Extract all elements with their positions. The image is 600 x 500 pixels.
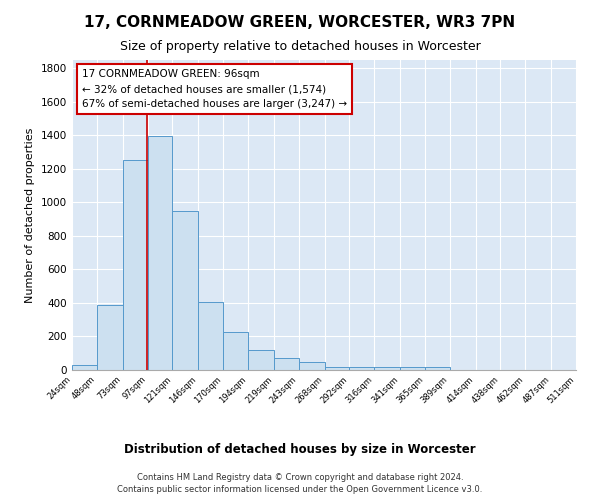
Text: Distribution of detached houses by size in Worcester: Distribution of detached houses by size …: [124, 442, 476, 456]
Bar: [248, 350, 274, 370]
Bar: [349, 368, 374, 370]
Bar: [325, 366, 349, 370]
Bar: [274, 358, 299, 370]
Bar: [223, 332, 248, 370]
Bar: [374, 367, 400, 370]
Text: 17, CORNMEADOW GREEN, WORCESTER, WR3 7PN: 17, CORNMEADOW GREEN, WORCESTER, WR3 7PN: [85, 15, 515, 30]
Bar: [72, 365, 97, 370]
Y-axis label: Number of detached properties: Number of detached properties: [25, 128, 35, 302]
Bar: [172, 211, 198, 370]
Text: Contains public sector information licensed under the Open Government Licence v3: Contains public sector information licen…: [118, 485, 482, 494]
Bar: [425, 366, 450, 370]
Bar: [198, 302, 223, 370]
Bar: [123, 160, 148, 370]
Text: Contains HM Land Registry data © Crown copyright and database right 2024.: Contains HM Land Registry data © Crown c…: [137, 472, 463, 482]
Bar: [97, 304, 123, 370]
Text: Size of property relative to detached houses in Worcester: Size of property relative to detached ho…: [119, 40, 481, 53]
Bar: [148, 136, 172, 370]
Bar: [299, 362, 325, 370]
Bar: [400, 368, 425, 370]
Text: 17 CORNMEADOW GREEN: 96sqm
← 32% of detached houses are smaller (1,574)
67% of s: 17 CORNMEADOW GREEN: 96sqm ← 32% of deta…: [82, 70, 347, 109]
